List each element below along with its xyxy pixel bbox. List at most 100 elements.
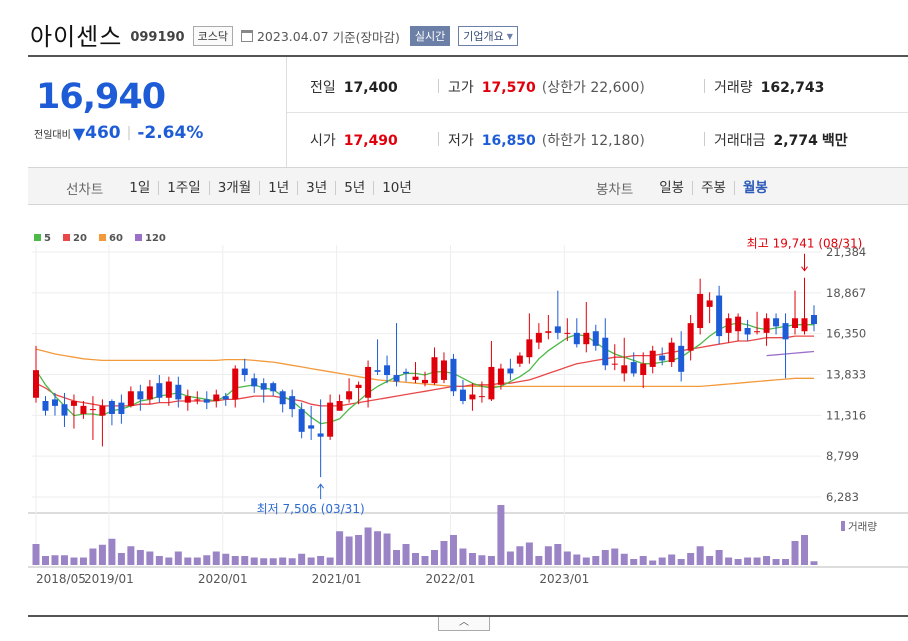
volume-bar xyxy=(155,556,163,565)
volume-bar xyxy=(307,557,315,565)
tab-3m[interactable]: 3개월 xyxy=(208,181,259,195)
volume-bar xyxy=(573,554,581,565)
candle-body xyxy=(33,370,39,398)
candle-body xyxy=(630,362,637,374)
x-tick-label: 2021/01 xyxy=(312,572,362,586)
tab-1y[interactable]: 1년 xyxy=(259,181,297,195)
volume-bar xyxy=(345,536,353,565)
candle-body xyxy=(241,368,248,376)
tab-1w[interactable]: 1주일 xyxy=(158,181,208,195)
candle-body xyxy=(735,316,742,332)
candle-body xyxy=(564,332,571,334)
volume-bar xyxy=(336,531,344,565)
lower-limit-label: 하한가 xyxy=(547,133,586,149)
tab-daily[interactable]: 일봉 xyxy=(659,180,685,196)
volume-label: 거래량 xyxy=(714,80,753,96)
candle-body xyxy=(706,300,713,307)
volume-bar xyxy=(440,541,448,565)
legend-swatch-ma60 xyxy=(99,234,106,241)
legend-swatch-ma120 xyxy=(135,234,142,241)
volume-bar xyxy=(449,535,457,565)
y-tick-label: 11,316 xyxy=(826,408,866,422)
open-value: 17,490 xyxy=(343,133,398,149)
candle-body xyxy=(412,376,419,380)
volume-bar xyxy=(649,560,657,565)
volume-bar xyxy=(383,533,391,565)
volume-bar xyxy=(630,559,638,565)
candle-body xyxy=(573,332,580,345)
candle-body xyxy=(146,386,153,400)
company-overview-dropdown[interactable]: 기업개요 ▼ xyxy=(458,26,518,46)
volume-bar xyxy=(772,559,780,565)
tab-1d[interactable]: 1일 xyxy=(129,180,151,196)
volume-bar xyxy=(108,538,116,565)
candle-body xyxy=(659,355,666,361)
tab-3y[interactable]: 3년 xyxy=(297,181,335,195)
volume-bar xyxy=(317,556,325,565)
tab-5y[interactable]: 5년 xyxy=(335,181,373,195)
candle-body xyxy=(469,394,476,400)
candle-body xyxy=(346,391,353,400)
candle-body xyxy=(801,318,808,332)
candle-body xyxy=(336,401,343,411)
volume-legend-label: 거래량 xyxy=(848,521,877,533)
candle-body xyxy=(583,332,590,345)
volume-bar xyxy=(326,557,334,565)
legend-label-ma20: 20 xyxy=(73,233,87,244)
x-tick-label: 2023/01 xyxy=(539,572,589,586)
candle-body xyxy=(459,389,466,402)
candle-body xyxy=(773,318,780,327)
header-divider xyxy=(28,55,908,57)
candle-body xyxy=(488,366,495,400)
candle-body xyxy=(289,396,296,410)
upper-limit-label: 상한가 xyxy=(547,80,586,96)
candle-body xyxy=(298,409,305,432)
candle-body xyxy=(61,404,68,416)
candle-body xyxy=(165,381,172,398)
volume-bar xyxy=(554,544,562,565)
candlestick-chart-svg: 5 20 60 120 21,384 18,867 16,350 13,833 11,316 8… xyxy=(28,233,908,586)
realtime-button[interactable]: 실시간 xyxy=(409,26,451,46)
change-amount: 460 xyxy=(85,123,121,143)
volume-bar xyxy=(744,557,752,565)
chart-legend: 5 20 60 120 xyxy=(34,233,166,244)
candle-body xyxy=(668,342,675,363)
volume-bar xyxy=(535,556,543,565)
company-overview-label: 기업개요 xyxy=(463,30,504,43)
candle-body xyxy=(697,293,704,328)
y-tick-label: 8,799 xyxy=(826,449,859,463)
low-label: 저가 xyxy=(448,133,474,149)
candle-body xyxy=(678,345,685,372)
candle-body xyxy=(507,368,514,374)
tab-10y[interactable]: 10년 xyxy=(373,181,420,195)
candle-body xyxy=(365,366,372,398)
candle-body xyxy=(251,378,258,387)
change-separator: | xyxy=(126,125,132,141)
candle-chart-tabs: 봉차트 일봉 주봉 월봉 xyxy=(596,178,776,198)
volume-bar xyxy=(203,555,211,565)
candle-body xyxy=(516,355,523,364)
candle-body xyxy=(194,399,201,401)
volume-bar xyxy=(136,550,144,565)
volume-bar xyxy=(222,553,230,565)
legend-swatch-ma5 xyxy=(34,234,41,241)
low-price: 저가 16,850 (하한가 12,180) xyxy=(448,130,645,150)
y-axis-labels: 21,384 18,867 16,350 13,833 11,316 8,799 6,283 xyxy=(826,245,866,504)
candle-body xyxy=(431,357,438,384)
tab-monthly[interactable]: 월봉 xyxy=(733,181,776,195)
stock-chart[interactable]: 5 20 60 120 21,384 18,867 16,350 13,833 11,316 8… xyxy=(28,205,908,620)
volume-bar xyxy=(639,556,647,565)
collapse-chevron-up-icon[interactable]: ︿ xyxy=(438,617,490,631)
volume-bar xyxy=(620,553,628,565)
volume-bars: 거래량 xyxy=(32,505,877,565)
tab-weekly[interactable]: 주봉 xyxy=(692,181,734,195)
candle-body xyxy=(450,358,457,392)
candle-body xyxy=(422,379,428,384)
candle-body xyxy=(754,331,761,333)
volume-bar xyxy=(696,546,704,565)
low-annotation: 최저 7,506 (03/31) xyxy=(257,502,365,516)
volume: 거래량 162,743 xyxy=(714,77,824,97)
line-chart-tabs: 선차트 1일 1주일 3개월 1년 3년 5년 10년 xyxy=(66,178,420,198)
volume-bar xyxy=(516,546,524,565)
high-arrow-icon xyxy=(801,253,808,272)
